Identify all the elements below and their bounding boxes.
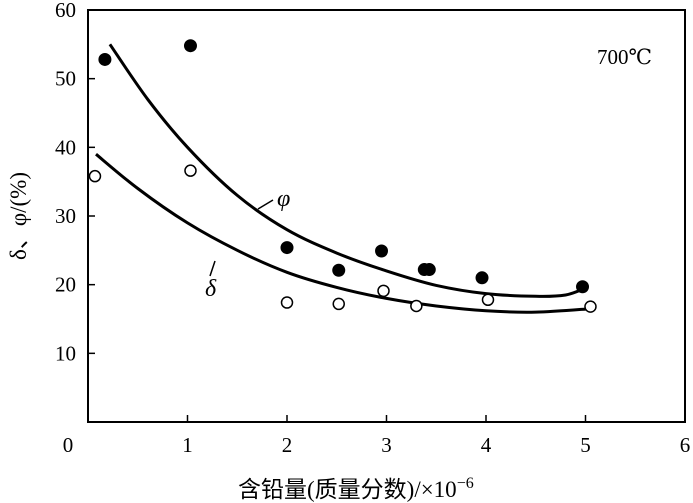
fit-curves (95, 43, 591, 314)
series-label-delta: δ (205, 276, 217, 302)
delta-data-point (584, 300, 597, 313)
temperature-annotation: 700℃ (597, 45, 652, 69)
fit-curve-phi (108, 43, 587, 298)
phi-data-point (98, 52, 112, 66)
x-tick-label: 0 (63, 433, 74, 457)
x-axis-title-main: 含铅量(质量分数)/×10 (238, 477, 457, 502)
x-tick-label: 6 (680, 433, 691, 457)
x-tick-label: 5 (580, 433, 591, 457)
y-axis-title: δ、φ/(%) (6, 172, 31, 260)
delta-data-point (88, 169, 102, 183)
x-axis-title: 含铅量(质量分数)/×10−6 (238, 475, 474, 502)
delta-data-point (280, 296, 294, 309)
axis-ticks (88, 77, 587, 422)
phi-data-point (375, 244, 389, 258)
phi-data-point (183, 39, 197, 53)
delta-data-point (184, 164, 197, 177)
x-tick-label: 4 (481, 433, 492, 457)
x-tick-label: 2 (282, 433, 293, 457)
y-tick-label: 10 (55, 341, 76, 365)
x-tick-label: 1 (182, 433, 193, 457)
delta-data-point (410, 299, 423, 313)
data-points (88, 39, 597, 313)
phi-data-point (280, 241, 294, 255)
phi-data-point (475, 271, 489, 285)
phi-data-point (332, 263, 346, 277)
series-label-delta-leader (209, 260, 216, 277)
phi-data-point (422, 263, 436, 277)
delta-data-point (332, 297, 345, 311)
phi-data-point (576, 280, 590, 294)
axis-tick-labels: 0 1 2 3 4 5 6 10 20 30 40 50 60 (55, 0, 690, 457)
series-label-phi-leader (257, 199, 274, 210)
delta-data-point (481, 293, 495, 307)
y-tick-label: 30 (55, 204, 76, 228)
y-tick-label: 60 (55, 0, 76, 22)
x-tick-label: 3 (381, 433, 392, 457)
y-tick-label: 50 (55, 67, 76, 91)
y-tick-label: 40 (55, 135, 76, 159)
series-label-phi: φ (277, 186, 290, 212)
fit-curve-delta (95, 153, 591, 314)
delta-data-point (377, 284, 390, 298)
y-tick-label: 20 (55, 273, 76, 297)
x-axis-title-exponent: −6 (457, 475, 474, 492)
